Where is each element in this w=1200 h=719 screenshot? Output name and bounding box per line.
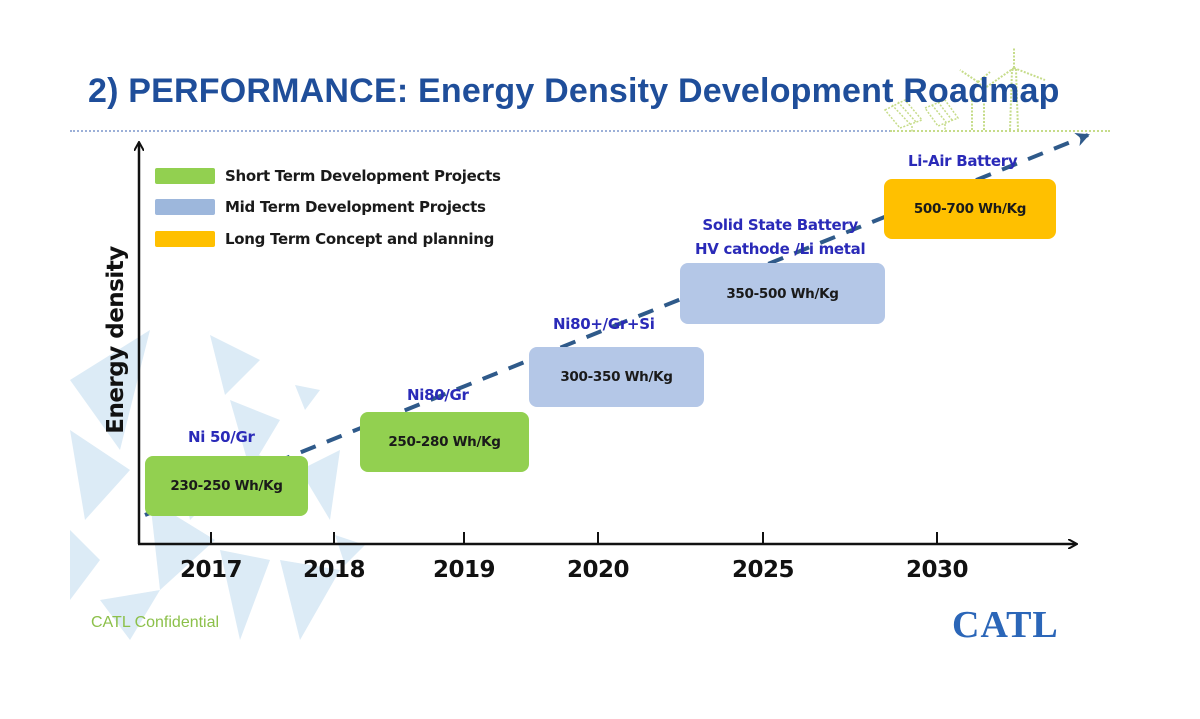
title-divider-accent <box>890 130 1110 132</box>
milestone-tech-line: Solid State Battery <box>702 216 858 234</box>
background-triangle <box>295 385 320 410</box>
legend-swatch-mid-term <box>155 199 215 216</box>
legend-label: Long Term Concept and planning <box>225 229 495 248</box>
milestone-tech-label: Ni80+/Gr+Si <box>553 315 655 333</box>
background-triangle <box>280 560 340 640</box>
x-tick-label: 2017 <box>179 557 243 583</box>
chart-legend: Short Term Development Projects Mid Term… <box>155 160 501 255</box>
legend-swatch-short-term <box>155 167 215 184</box>
milestone-tech-label: Ni80/Gr <box>407 386 469 404</box>
x-tick-label: 2030 <box>905 557 969 583</box>
catl-logo: CATL <box>952 604 1059 646</box>
background-triangle <box>70 330 150 450</box>
legend-label: Mid Term Development Projects <box>225 198 486 217</box>
background-triangle <box>70 430 130 520</box>
title-divider <box>70 130 1110 132</box>
legend-label: Short Term Development Projects <box>225 166 501 185</box>
legend-item-long-term: Long Term Concept and planning <box>155 223 501 255</box>
milestone-range: 230-250 Wh/Kg <box>170 478 283 494</box>
legend-swatch-long-term <box>155 230 215 247</box>
y-axis-label: Energy density <box>103 246 129 434</box>
background-triangle <box>230 400 280 470</box>
milestone-box-li-air: 500-700 Wh/Kg <box>884 179 1056 239</box>
x-tick-label: 2019 <box>432 557 496 583</box>
wind-turbine-icon <box>959 48 1046 131</box>
x-tick-label: 2018 <box>302 557 366 583</box>
solar-panel-icon <box>883 99 960 132</box>
milestone-range: 250-280 Wh/Kg <box>388 434 501 450</box>
legend-item-mid-term: Mid Term Development Projects <box>155 192 501 224</box>
confidential-label: CATL Confidential <box>91 614 220 631</box>
milestone-tech-label: Solid State Battery HV cathode /Li metal <box>695 213 866 261</box>
x-tick-label: 2020 <box>566 557 630 583</box>
background-triangle <box>70 530 100 600</box>
background-triangle <box>300 450 340 520</box>
milestone-tech-line: HV cathode /Li metal <box>695 240 866 258</box>
milestone-box-solid-state: 350-500 Wh/Kg <box>680 263 885 324</box>
page-title: 2) PERFORMANCE: Energy Density Developme… <box>88 72 1060 110</box>
background-triangle <box>335 535 365 565</box>
milestone-tech-label: Ni 50/Gr <box>188 428 255 446</box>
background-triangle <box>210 335 260 395</box>
legend-item-short-term: Short Term Development Projects <box>155 160 501 192</box>
background-triangle <box>100 590 160 640</box>
milestone-range: 500-700 Wh/Kg <box>913 201 1027 217</box>
x-tick-label: 2025 <box>731 557 795 583</box>
milestone-tech-label: Li-Air Battery <box>908 152 1018 170</box>
milestone-box-ni80: 250-280 Wh/Kg <box>360 412 529 472</box>
milestone-range: 300-350 Wh/Kg <box>560 369 673 385</box>
background-triangle <box>220 550 270 640</box>
milestone-range: 350-500 Wh/Kg <box>726 285 839 302</box>
milestone-box-ni80plus: 300-350 Wh/Kg <box>529 347 704 407</box>
milestone-box-ni50: 230-250 Wh/Kg <box>145 456 308 516</box>
